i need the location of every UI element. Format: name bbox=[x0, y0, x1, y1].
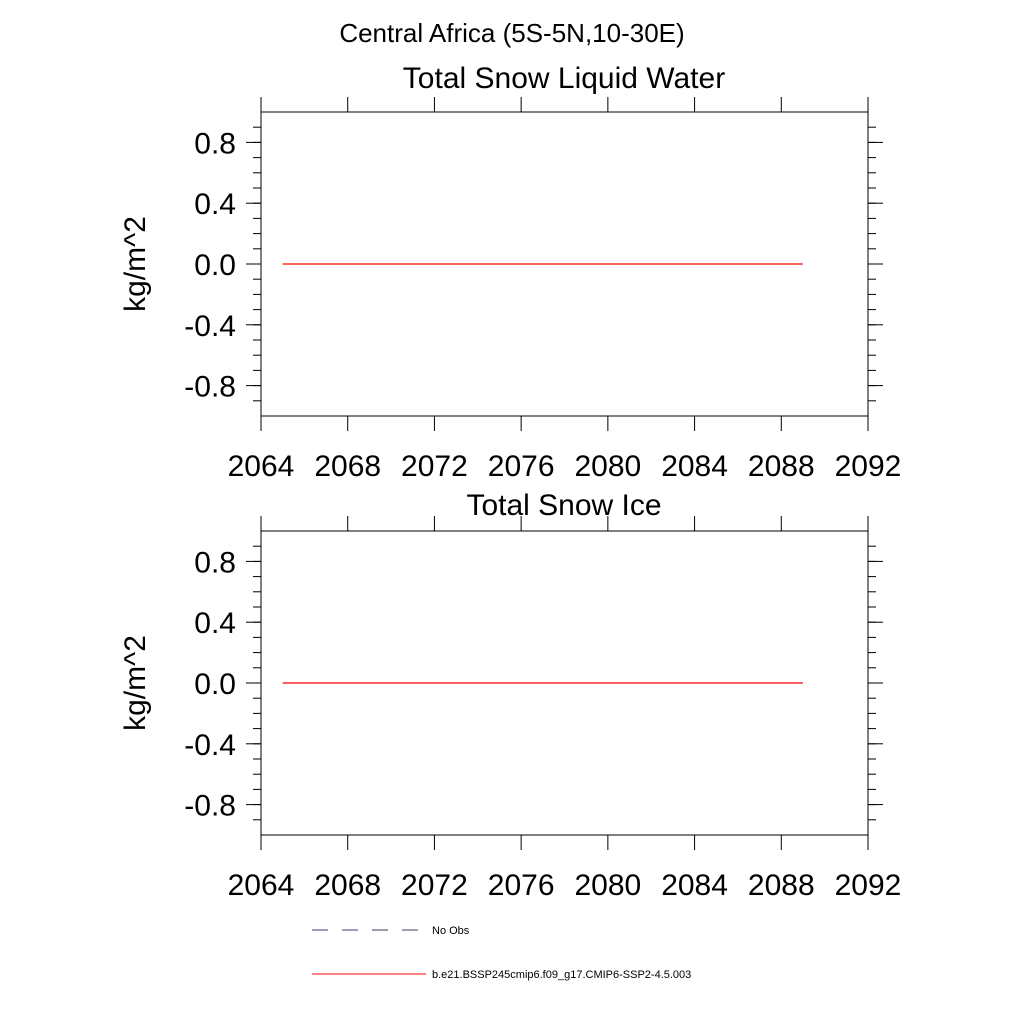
x-tick-label: 2088 bbox=[748, 450, 815, 483]
y-axis-label: kg/m^2 bbox=[119, 635, 152, 731]
legend-label: b.e21.BSSP245cmip6.f09_g17.CMIP6-SSP2-4.… bbox=[432, 969, 691, 981]
figure-suptitle: Central Africa (5S-5N,10-30E) bbox=[339, 18, 684, 48]
y-tick-label: -0.8 bbox=[184, 790, 236, 823]
legend-label: No Obs bbox=[432, 925, 470, 937]
x-tick-label: 2072 bbox=[401, 869, 468, 902]
x-tick-label: 2068 bbox=[314, 450, 381, 483]
x-tick-label: 2076 bbox=[488, 869, 555, 902]
y-tick-label: 0.8 bbox=[194, 127, 236, 160]
y-tick-label: -0.4 bbox=[184, 310, 236, 343]
x-tick-label: 2072 bbox=[401, 450, 468, 483]
legend-item-1: No Obs bbox=[312, 925, 470, 937]
chart-panel-1: Total Snow Liquid Water 2064 2068 2072 2076 2… bbox=[119, 62, 901, 483]
x-tick-label: 2088 bbox=[748, 869, 815, 902]
chart-panel-2: Total Snow Ice 2064 2068 2072 2076 2080 2084 20… bbox=[119, 489, 901, 902]
y-tick-label: -0.8 bbox=[184, 371, 236, 404]
chart-title: Total Snow Liquid Water bbox=[403, 62, 725, 95]
x-tick-label: 2092 bbox=[835, 869, 902, 902]
x-tick-label: 2080 bbox=[574, 450, 641, 483]
y-tick-label: 0.0 bbox=[194, 668, 236, 701]
x-tick-label: 2076 bbox=[488, 450, 555, 483]
y-tick-label: 0.4 bbox=[194, 607, 236, 640]
y-tick-label: 0.4 bbox=[194, 188, 236, 221]
x-tick-label: 2084 bbox=[661, 450, 728, 483]
x-tick-label: 2068 bbox=[314, 869, 381, 902]
x-tick-label: 2092 bbox=[835, 450, 902, 483]
y-tick-label: 0.0 bbox=[194, 249, 236, 282]
chart-title: Total Snow Ice bbox=[466, 489, 661, 522]
y-axis-label: kg/m^2 bbox=[119, 216, 152, 312]
x-tick-label: 2064 bbox=[228, 869, 295, 902]
x-tick-label: 2080 bbox=[574, 869, 641, 902]
y-tick-label: -0.4 bbox=[184, 729, 236, 762]
legend-item-2: b.e21.BSSP245cmip6.f09_g17.CMIP6-SSP2-4.… bbox=[312, 969, 691, 981]
y-tick-label: 0.8 bbox=[194, 546, 236, 579]
x-tick-label: 2084 bbox=[661, 869, 728, 902]
legend: No Obs b.e21.BSSP245cmip6.f09_g17.CMIP6-S… bbox=[312, 925, 691, 981]
panels: Total Snow Liquid Water 2064 2068 2072 2076 2… bbox=[119, 62, 901, 902]
x-tick-label: 2064 bbox=[228, 450, 295, 483]
